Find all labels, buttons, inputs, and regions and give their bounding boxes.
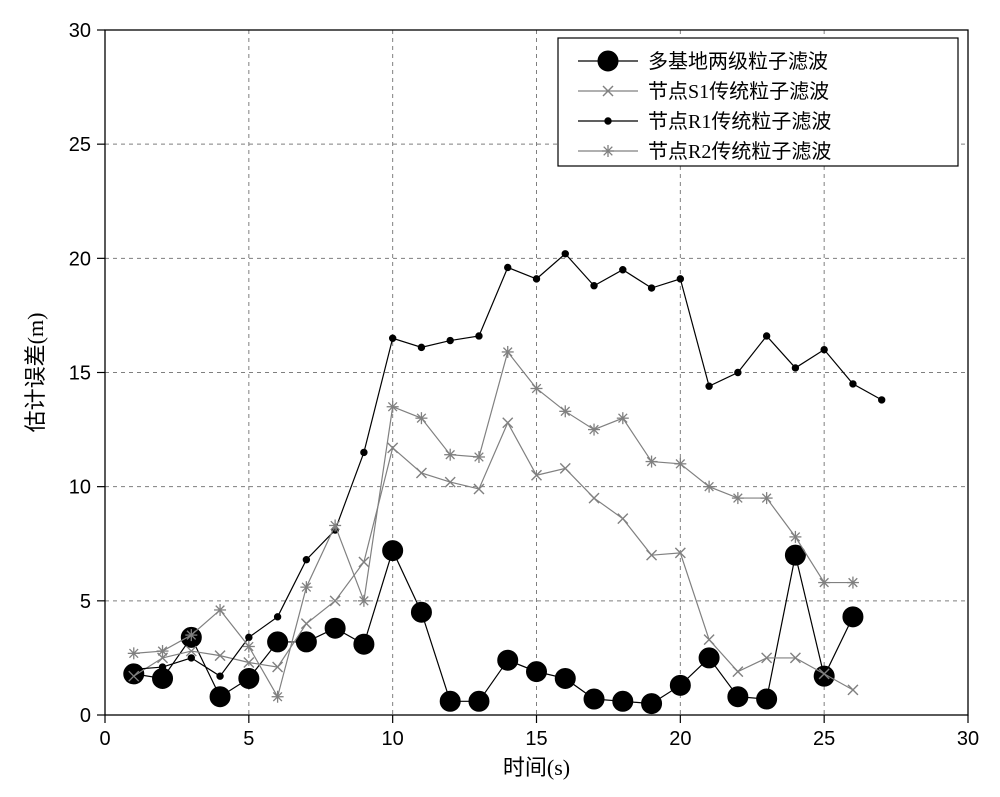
- marker-small-circle-icon: [188, 655, 194, 661]
- marker-small-circle-icon: [274, 614, 280, 620]
- marker-big-circle-icon: [555, 668, 575, 688]
- x-tick-label: 5: [243, 728, 254, 750]
- x-tick-label: 10: [382, 728, 404, 750]
- marker-big-circle-icon: [268, 632, 288, 652]
- x-tick-label: 20: [669, 728, 691, 750]
- marker-small-circle-icon: [303, 557, 309, 563]
- y-tick-label: 0: [80, 705, 91, 727]
- marker-small-circle-icon: [389, 335, 395, 341]
- marker-big-circle-icon: [642, 694, 662, 714]
- marker-big-circle-icon: [843, 607, 863, 627]
- marker-small-circle-icon: [605, 118, 611, 124]
- marker-big-circle-icon: [469, 691, 489, 711]
- marker-big-circle-icon: [598, 51, 618, 71]
- legend-label-multi: 多基地两级粒子滤波: [648, 50, 828, 73]
- y-tick-label: 20: [69, 248, 91, 270]
- marker-small-circle-icon: [706, 383, 712, 389]
- marker-small-circle-icon: [217, 673, 223, 679]
- x-tick-label: 15: [525, 728, 547, 750]
- marker-small-circle-icon: [418, 344, 424, 350]
- x-tick-label: 30: [957, 728, 979, 750]
- marker-small-circle-icon: [821, 346, 827, 352]
- marker-big-circle-icon: [584, 689, 604, 709]
- marker-big-circle-icon: [814, 666, 834, 686]
- y-axis-label: 估计误差(m): [23, 313, 48, 433]
- marker-small-circle-icon: [361, 449, 367, 455]
- chart-container: 0 5 10 15 20 25 30 0 5 10 15 20 25 30 时间(s) 估计误差(m) 多基地两…: [0, 0, 1000, 797]
- marker-small-circle-icon: [447, 337, 453, 343]
- marker-big-circle-icon: [210, 687, 230, 707]
- marker-small-circle-icon: [620, 267, 626, 273]
- marker-small-circle-icon: [677, 276, 683, 282]
- y-tick-label: 5: [80, 591, 91, 613]
- marker-big-circle-icon: [153, 668, 173, 688]
- marker-small-circle-icon: [533, 276, 539, 282]
- marker-big-circle-icon: [440, 691, 460, 711]
- legend-label-r1: 节点R1传统粒子滤波: [648, 110, 831, 133]
- y-tick-label: 30: [69, 20, 91, 42]
- x-axis-label: 时间(s): [503, 755, 570, 780]
- marker-small-circle-icon: [159, 664, 165, 670]
- legend-label-r2: 节点R2传统粒子滤波: [648, 140, 831, 163]
- marker-big-circle-icon: [699, 648, 719, 668]
- marker-small-circle-icon: [591, 283, 597, 289]
- marker-big-circle-icon: [527, 662, 547, 682]
- marker-small-circle-icon: [850, 381, 856, 387]
- marker-big-circle-icon: [728, 687, 748, 707]
- marker-small-circle-icon: [131, 666, 137, 672]
- y-tick-label: 15: [69, 363, 91, 385]
- marker-small-circle-icon: [648, 285, 654, 291]
- marker-big-circle-icon: [411, 602, 431, 622]
- marker-big-circle-icon: [325, 618, 345, 638]
- marker-small-circle-icon: [735, 369, 741, 375]
- legend: 多基地两级粒子滤波节点S1传统粒子滤波节点R1传统粒子滤波节点R2传统粒子滤波: [558, 38, 958, 166]
- marker-big-circle-icon: [354, 634, 374, 654]
- marker-big-circle-icon: [613, 691, 633, 711]
- marker-big-circle-icon: [670, 675, 690, 695]
- x-tick-label: 0: [99, 728, 110, 750]
- line-chart: 0 5 10 15 20 25 30 0 5 10 15 20 25 30 时间(s) 估计误差(m) 多基地两…: [0, 0, 1000, 797]
- marker-small-circle-icon: [562, 251, 568, 257]
- marker-big-circle-icon: [383, 541, 403, 561]
- y-tick-label: 10: [69, 477, 91, 499]
- marker-small-circle-icon: [763, 333, 769, 339]
- marker-big-circle-icon: [498, 650, 518, 670]
- marker-small-circle-icon: [476, 333, 482, 339]
- legend-label-s1: 节点S1传统粒子滤波: [648, 80, 829, 103]
- marker-big-circle-icon: [757, 689, 777, 709]
- marker-small-circle-icon: [505, 264, 511, 270]
- marker-small-circle-icon: [879, 397, 885, 403]
- marker-big-circle-icon: [239, 668, 259, 688]
- y-tick-label: 25: [69, 134, 91, 156]
- marker-small-circle-icon: [246, 634, 252, 640]
- x-tick-label: 25: [813, 728, 835, 750]
- marker-small-circle-icon: [792, 365, 798, 371]
